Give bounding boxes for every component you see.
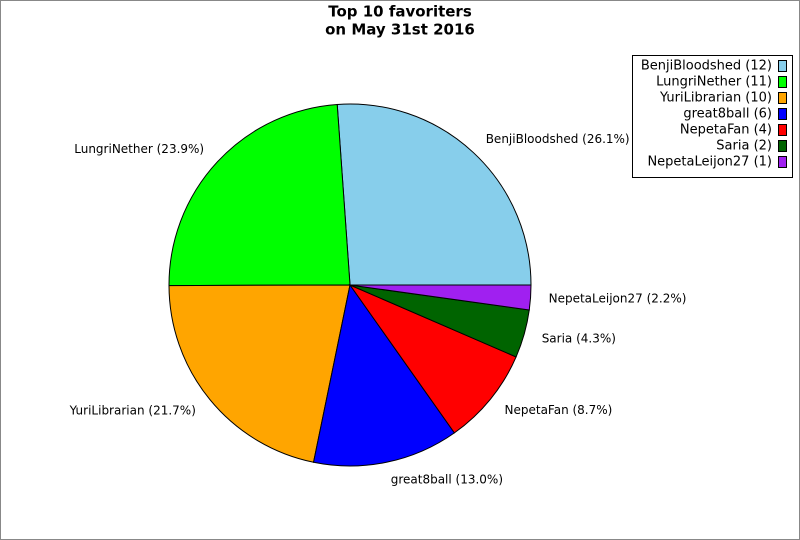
pie-slice xyxy=(312,283,456,467)
slice-label: NepetaFan (8.7%) xyxy=(505,403,613,417)
pie-slice xyxy=(168,103,351,287)
slice-label: Saria (4.3%) xyxy=(542,331,616,345)
pie-slice xyxy=(336,103,532,286)
legend-swatch xyxy=(778,124,787,136)
slice-label: YuriLibrarian (21.7%) xyxy=(69,404,196,418)
legend-swatch xyxy=(778,76,787,88)
chart-title: Top 10 favoriters xyxy=(328,3,472,21)
legend-swatch xyxy=(778,60,787,72)
legend-swatch xyxy=(778,156,787,168)
slice-label: NepetaLeijon27 (2.2%) xyxy=(549,291,687,305)
legend-label: YuriLibrarian (10) xyxy=(659,91,772,106)
legend: BenjiBloodshed (12)LungriNether (11)Yuri… xyxy=(632,55,793,178)
legend-label: BenjiBloodshed (12) xyxy=(641,59,772,74)
slice-label: BenjiBloodshed (26.1%) xyxy=(486,132,630,146)
legend-label: NepetaFan (4) xyxy=(680,123,772,138)
legend-label: NepetaLeijon27 (1) xyxy=(647,155,772,170)
chart-title: on May 31st 2016 xyxy=(325,21,475,39)
pie-slice xyxy=(168,284,351,463)
legend-swatch xyxy=(778,108,787,120)
pie-slice xyxy=(348,283,517,434)
slice-label: LungriNether (23.9%) xyxy=(74,142,204,156)
legend-swatch xyxy=(778,140,787,152)
legend-box xyxy=(632,55,793,178)
legend-swatch xyxy=(778,92,787,104)
legend-label: LungriNether (11) xyxy=(656,75,772,90)
legend-label: great8ball (6) xyxy=(683,107,772,122)
legend-label: Saria (2) xyxy=(716,139,772,154)
pie-slice xyxy=(349,284,532,311)
slice-label: great8ball (13.0%) xyxy=(391,472,503,486)
